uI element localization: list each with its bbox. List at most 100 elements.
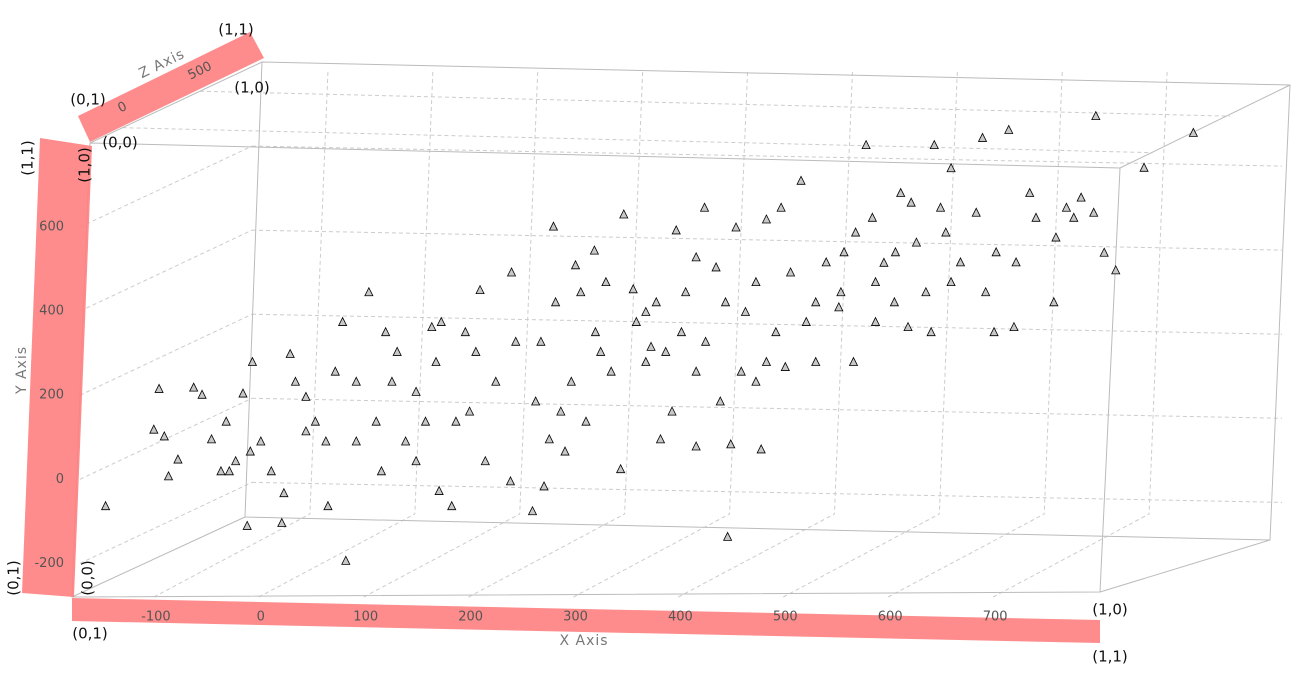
point — [676, 326, 687, 337]
point — [310, 416, 321, 426]
point — [224, 465, 234, 476]
point — [163, 470, 174, 481]
point — [955, 256, 966, 267]
point — [570, 259, 581, 270]
point — [323, 500, 333, 511]
grid-line — [79, 145, 253, 228]
corner-annotation: (1,0) — [234, 79, 270, 97]
point — [149, 424, 159, 434]
x-tick-label: -100 — [141, 610, 171, 625]
point — [548, 221, 559, 231]
point — [337, 316, 348, 326]
point — [740, 306, 751, 316]
point — [726, 439, 736, 449]
point — [1004, 124, 1014, 134]
point — [173, 454, 183, 464]
box-edge — [1119, 84, 1291, 169]
point — [351, 436, 361, 446]
point — [238, 388, 248, 398]
y-tick-label: 400 — [39, 304, 64, 319]
grid-line — [251, 481, 1283, 503]
point — [531, 396, 541, 406]
point — [581, 416, 591, 426]
x-tick-label: 100 — [353, 610, 378, 625]
x-tick-label: 400 — [668, 610, 693, 625]
point — [560, 446, 570, 456]
corner-annotation: (0,1) — [72, 625, 108, 643]
grid-line — [519, 71, 539, 515]
point — [189, 382, 199, 392]
point — [631, 316, 641, 326]
point — [811, 296, 821, 307]
point — [691, 441, 701, 451]
point — [780, 361, 790, 371]
point — [941, 227, 951, 237]
point — [475, 284, 485, 295]
x-band — [72, 598, 1100, 643]
point — [1069, 212, 1079, 222]
grid-line — [251, 397, 1283, 419]
point — [451, 416, 461, 426]
point — [811, 356, 821, 366]
point — [661, 346, 671, 356]
point — [848, 356, 859, 366]
x-tick-label: 200 — [458, 610, 483, 625]
grid-line — [678, 513, 835, 598]
point — [896, 187, 906, 197]
grid-line — [251, 229, 1283, 251]
point — [879, 257, 889, 267]
point — [247, 356, 258, 366]
point — [671, 225, 681, 235]
point — [776, 202, 786, 212]
grid-line — [363, 513, 520, 598]
grid-line — [153, 513, 311, 598]
y-tick-label: 0 — [56, 472, 64, 487]
x-tick-label: 700 — [983, 610, 1008, 625]
grid-line — [122, 127, 1153, 154]
point — [867, 212, 878, 222]
y-tick-label: -200 — [34, 556, 64, 571]
point — [511, 336, 521, 346]
point — [330, 366, 340, 376]
point — [266, 465, 276, 476]
corner-annotation: (0,1) — [5, 560, 23, 596]
axis-bands — [22, 32, 1100, 643]
point — [197, 389, 207, 399]
point — [539, 481, 549, 491]
point — [411, 455, 421, 466]
z-band — [78, 32, 264, 142]
point — [230, 455, 241, 466]
point — [890, 246, 901, 257]
point — [761, 214, 772, 224]
grid — [79, 71, 1283, 598]
point — [1009, 321, 1019, 332]
point — [641, 356, 651, 366]
point — [285, 348, 295, 358]
point — [722, 531, 733, 541]
points — [100, 110, 1199, 565]
point — [836, 286, 846, 297]
grid-line — [200, 90, 1231, 117]
grid-line — [251, 145, 1283, 167]
point — [556, 406, 566, 416]
point — [681, 286, 691, 297]
point — [351, 376, 361, 386]
grid-line — [309, 71, 329, 515]
corner-annotation: (0,0) — [79, 560, 97, 596]
point — [1076, 192, 1086, 202]
point — [527, 505, 538, 516]
point — [641, 306, 651, 316]
point — [436, 316, 446, 326]
point — [427, 321, 437, 332]
point — [929, 139, 939, 150]
point — [906, 197, 916, 207]
y-axis-title: Y Axis — [14, 346, 30, 395]
point — [242, 520, 252, 530]
corner-annotation: (0,0) — [102, 134, 138, 152]
box-edge — [89, 61, 263, 144]
point — [364, 286, 374, 297]
grid-line — [414, 71, 434, 515]
point — [619, 209, 629, 219]
grid-line — [79, 481, 253, 564]
